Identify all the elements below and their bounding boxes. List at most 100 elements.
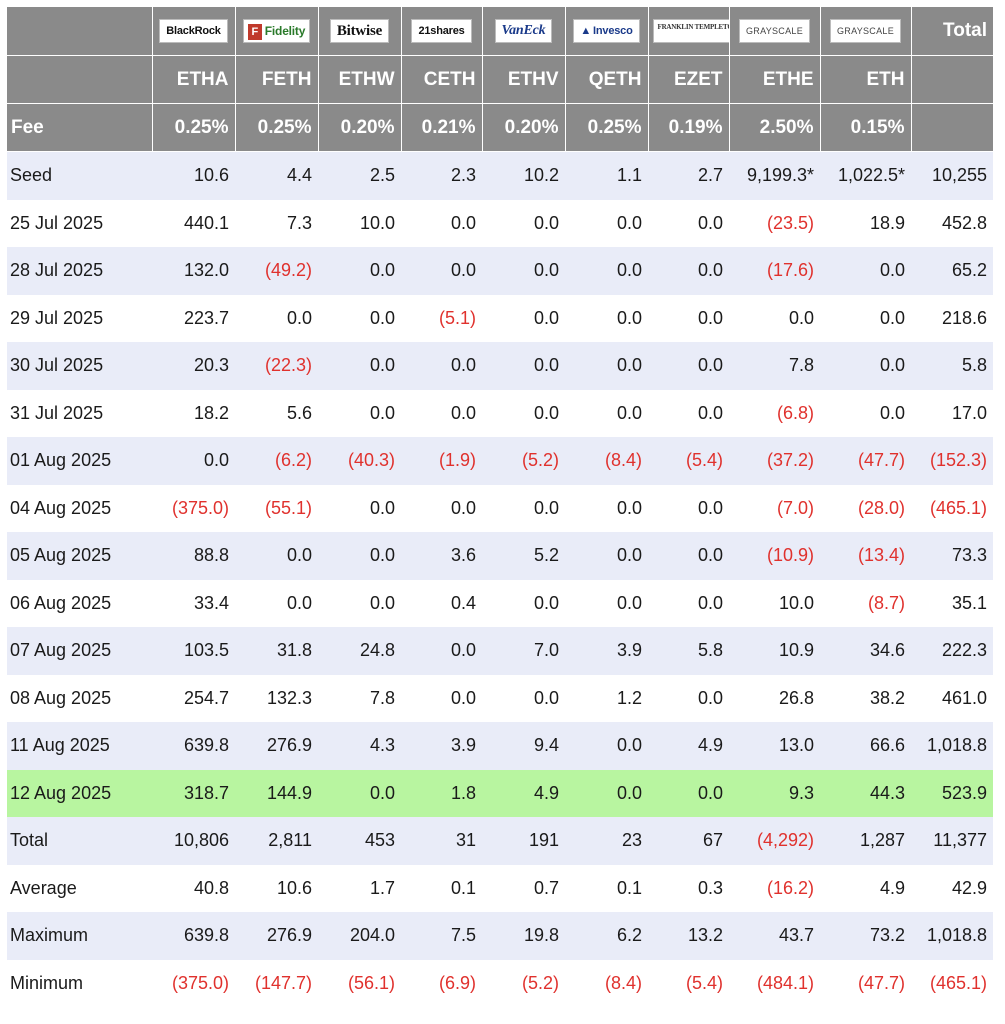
row-total-cell: (465.1) [911, 959, 993, 1007]
ticker-corner-cell [7, 55, 153, 104]
flow-value-cell: 0.0 [401, 247, 482, 295]
flow-value-cell: 103.5 [152, 627, 235, 675]
flow-value-cell: (7.0) [729, 484, 820, 532]
flow-value-cell: 44.3 [820, 769, 911, 817]
row-label: 08 Aug 2025 [7, 674, 152, 722]
table-row: 29 Jul 2025 223.7 0.0 0.0 (5.1) 0.0 0.0 0.0 0.0 0… [7, 294, 993, 342]
flow-value-cell: 0.0 [565, 722, 648, 770]
21shares-logo-icon: 21shares [411, 19, 472, 43]
flow-value-cell: 276.9 [235, 912, 318, 960]
row-total-cell: 523.9 [911, 769, 993, 817]
flow-value-cell: 66.6 [820, 722, 911, 770]
flow-value-cell: (5.2) [482, 959, 565, 1007]
flow-value-cell: 0.0 [648, 342, 729, 390]
table-row: 04 Aug 2025 (375.0) (55.1) 0.0 0.0 0.0 0.0 0.0(… [7, 484, 993, 532]
flow-value-cell: 38.2 [820, 674, 911, 722]
flow-value-cell: (56.1) [318, 959, 401, 1007]
flow-value-cell: 0.0 [820, 294, 911, 342]
flow-value-cell: (6.8) [729, 389, 820, 437]
flow-value-cell: 0.0 [318, 247, 401, 295]
franklin-templeton-logo-icon: FRANKLIN TEMPLETON [652, 19, 728, 43]
table-row: 28 Jul 2025 132.0 (49.2) 0.0 0.0 0.0 0.0 0.0 (17… [7, 247, 993, 295]
fee-value: 2.50% [729, 103, 821, 152]
flow-value-cell: 2.5 [318, 151, 401, 200]
row-total-cell: 11,377 [911, 817, 993, 865]
flow-value-cell: 10,806 [152, 817, 235, 865]
grayscale-logo-icon: GRAYSCALE [738, 19, 811, 43]
issuer-header-cell: 21shares [401, 7, 483, 56]
issuer-logo-row: BlackRock F Fidelity Bitwise 21shares Van… [7, 7, 993, 56]
flow-value-cell: 0.0 [648, 769, 729, 817]
flow-value-cell: 191 [482, 817, 565, 865]
table-row: Seed 10.6 4.4 2.5 2.3 10.2 1.1 2.7 9,199.3* 1,022… [7, 151, 993, 200]
flow-value-cell: 7.8 [729, 342, 820, 390]
flow-value-cell: 4.9 [820, 864, 911, 912]
flow-value-cell: 31 [401, 817, 482, 865]
ticker-total-blank [911, 55, 993, 104]
row-label: 30 Jul 2025 [7, 342, 152, 390]
flow-value-cell: 0.0 [318, 769, 401, 817]
flow-value-cell: 132.0 [152, 247, 235, 295]
row-total-cell: 73.3 [911, 532, 993, 580]
flow-value-cell: 0.0 [820, 342, 911, 390]
flow-value-cell: 0.0 [648, 199, 729, 247]
row-label: 07 Aug 2025 [7, 627, 152, 675]
flow-value-cell: 67 [648, 817, 729, 865]
row-label: 29 Jul 2025 [7, 294, 152, 342]
flow-value-cell: (4,292) [729, 817, 820, 865]
flow-value-cell: 7.0 [482, 627, 565, 675]
flow-value-cell: 1,022.5* [820, 151, 911, 200]
flow-value-cell: 0.4 [401, 579, 482, 627]
flow-value-cell: 0.0 [648, 484, 729, 532]
flow-value-cell: 0.0 [565, 532, 648, 580]
summary-row: Minimum (375.0) (147.7) (56.1) (6.9) (5.2) (8.… [7, 959, 993, 1007]
flow-value-cell: 0.0 [482, 674, 565, 722]
flow-value-cell: 3.9 [565, 627, 648, 675]
flow-value-cell: 6.2 [565, 912, 648, 960]
flow-value-cell: 1.1 [565, 151, 648, 200]
flow-value-cell: 19.8 [482, 912, 565, 960]
row-total-cell: 42.9 [911, 864, 993, 912]
flow-value-cell: 10.0 [729, 579, 820, 627]
flow-value-cell: 20.3 [152, 342, 235, 390]
flow-value-cell: (28.0) [820, 484, 911, 532]
flow-value-cell: (5.1) [401, 294, 482, 342]
row-total-cell: 1,018.8 [911, 912, 993, 960]
row-total-cell: 222.3 [911, 627, 993, 675]
flow-value-cell: 7.8 [318, 674, 401, 722]
row-total-cell: 5.8 [911, 342, 993, 390]
flow-value-cell: 0.0 [648, 294, 729, 342]
flow-value-cell: 0.0 [401, 342, 482, 390]
flow-value-cell: 0.0 [318, 342, 401, 390]
flow-value-cell: (484.1) [729, 959, 820, 1007]
flow-value-cell: 26.8 [729, 674, 820, 722]
flow-value-cell: 0.0 [482, 247, 565, 295]
row-label: Minimum [7, 959, 152, 1007]
flow-value-cell: 0.0 [565, 579, 648, 627]
flow-value-cell: 453 [318, 817, 401, 865]
issuer-header-cell: FRANKLIN TEMPLETON [648, 7, 730, 56]
flow-value-cell: (13.4) [820, 532, 911, 580]
eth-etf-flows-table: BlackRock F Fidelity Bitwise 21shares Van… [7, 7, 993, 1007]
total-column-header: Total [911, 7, 993, 56]
issuer-header-cell: BlackRock [152, 7, 236, 56]
table-row: 05 Aug 2025 88.8 0.0 0.0 3.6 5.2 0.0 0.0 (10.9)(… [7, 532, 993, 580]
table-row: 30 Jul 2025 20.3 (22.3) 0.0 0.0 0.0 0.0 0.0 7.8 0… [7, 342, 993, 390]
row-total-cell: 452.8 [911, 199, 993, 247]
flow-value-cell: 1,287 [820, 817, 911, 865]
table-row: 08 Aug 2025 254.7 132.3 7.8 0.0 0.0 1.2 0.0 26.8… [7, 674, 993, 722]
flow-value-cell: 1.7 [318, 864, 401, 912]
flow-value-cell: 0.0 [565, 484, 648, 532]
flow-value-cell: 2,811 [235, 817, 318, 865]
flow-value-cell: 254.7 [152, 674, 235, 722]
flow-value-cell: 43.7 [729, 912, 820, 960]
flow-value-cell: 9.4 [482, 722, 565, 770]
flow-value-cell: (5.4) [648, 959, 729, 1007]
flow-value-cell: 13.0 [729, 722, 820, 770]
highlighted-table-row: 12 Aug 2025 318.7 144.9 0.0 1.8 4.9 0.0 0.0 9.3 4… [7, 769, 993, 817]
flow-value-cell: (10.9) [729, 532, 820, 580]
issuer-header-cell: VanEck [482, 7, 566, 56]
table-row: 06 Aug 2025 33.4 0.0 0.0 0.4 0.0 0.0 0.0 10.0 (8.… [7, 579, 993, 627]
ticker-header: ETHA [152, 55, 236, 104]
flow-value-cell: 7.3 [235, 199, 318, 247]
